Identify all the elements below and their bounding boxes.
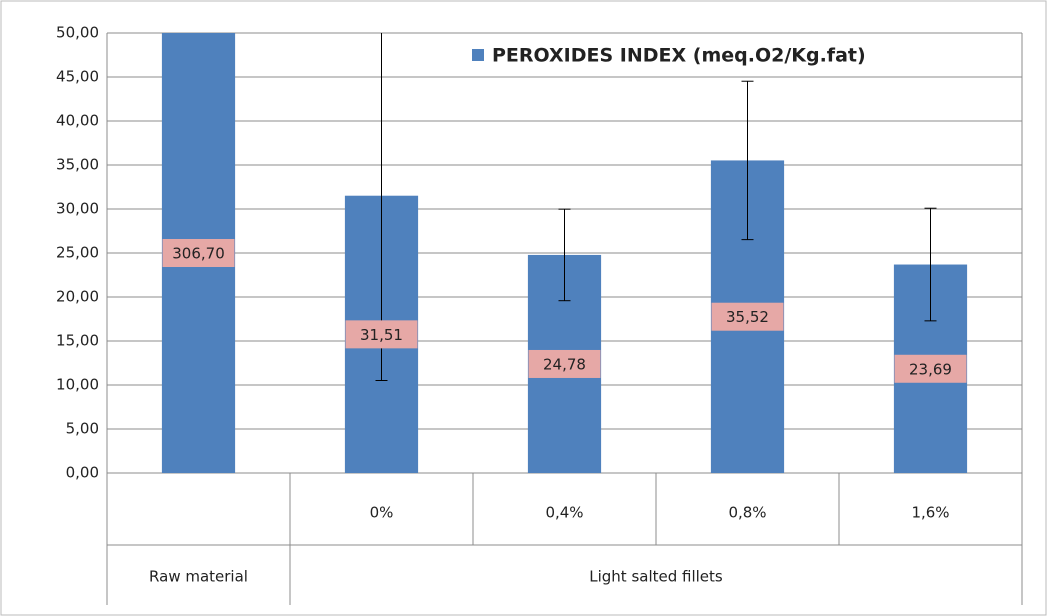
bars	[161, 33, 968, 473]
y-tick-label: 50,00	[56, 24, 99, 42]
bar	[161, 33, 236, 473]
legend-swatch	[472, 49, 484, 61]
y-tick-label: 5,00	[66, 420, 99, 438]
x-tick-label: 0%	[370, 504, 394, 522]
y-tick-label: 30,00	[56, 200, 99, 218]
y-tick-label: 20,00	[56, 288, 99, 306]
x-tick-label: 0,8%	[728, 504, 766, 522]
grid: 0,00 5,00 10,00 15,00 20,00 25,00 30,00 35,00 40…	[56, 24, 1023, 605]
value-label-box	[345, 320, 418, 349]
value-label-box	[528, 349, 601, 378]
y-tick-label: 45,00	[56, 68, 99, 86]
legend-label: PEROXIDES INDEX (meq.O2/Kg.fat)	[492, 45, 866, 67]
value-label-box	[711, 302, 784, 331]
annotations: 306,70 31,51 24,78 35,52 23,69 PEROXIDES INDE…	[162, 45, 967, 383]
y-tick-label: 40,00	[56, 112, 99, 130]
group-label: Raw material	[149, 568, 248, 586]
y-tick-label: 25,00	[56, 244, 99, 262]
y-tick-label: 10,00	[56, 376, 99, 394]
value-label: 23,69	[909, 360, 952, 378]
y-tick-label: 35,00	[56, 156, 99, 174]
y-tick-label: 15,00	[56, 332, 99, 350]
value-label: 24,78	[543, 355, 586, 373]
value-label-box	[162, 239, 235, 267]
value-label-box	[894, 354, 967, 383]
y-tick-label: 0,00	[66, 464, 99, 482]
value-label: 306,70	[172, 245, 225, 263]
value-label: 35,52	[726, 308, 769, 326]
value-label: 31,51	[360, 326, 403, 344]
x-tick-label: 0,4%	[545, 504, 583, 522]
x-tick-label: 1,6%	[911, 504, 949, 522]
group-label: Light salted fillets	[589, 568, 723, 586]
